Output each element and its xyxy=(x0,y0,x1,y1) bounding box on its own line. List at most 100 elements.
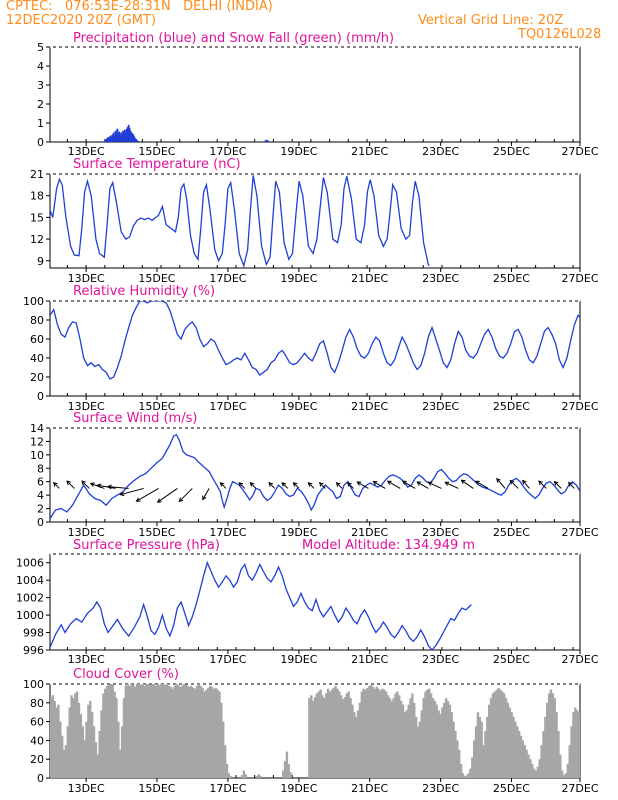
y-tick-label: 100 xyxy=(23,678,44,691)
cloud-bar xyxy=(186,685,189,778)
series-line xyxy=(50,301,580,380)
wind-arrow-head xyxy=(416,481,422,486)
cloud-bar xyxy=(549,689,553,778)
cloud-bar xyxy=(111,684,114,778)
wind-arrow xyxy=(460,479,474,489)
wind-arrow-head xyxy=(96,483,102,489)
precip-bar xyxy=(124,129,126,142)
cloud-bar xyxy=(150,684,154,778)
x-tick-label: 19DEC xyxy=(280,526,317,539)
cloud-bar xyxy=(343,697,347,778)
precip-bar xyxy=(123,132,125,142)
wind-arrow-shaft xyxy=(66,480,75,489)
cloud-bar xyxy=(413,702,416,778)
wind-arrow-head xyxy=(202,495,207,501)
cloud-bar xyxy=(143,685,146,778)
cloud-bar xyxy=(523,745,526,778)
cloud-bar xyxy=(64,745,68,778)
snow-bar xyxy=(227,141,229,142)
cloud-bar xyxy=(218,691,221,778)
panel-title: Relative Humidity (%) xyxy=(73,284,215,299)
cloud-bar xyxy=(51,695,55,778)
y-tick-label: 996 xyxy=(23,644,44,657)
cloud-bar xyxy=(62,749,66,778)
cloud-bar xyxy=(59,721,62,778)
precip-bar xyxy=(109,135,112,142)
panel-frame xyxy=(49,427,581,523)
cloud-bar xyxy=(435,704,438,778)
cloud-bar xyxy=(388,698,392,778)
cloud-bar xyxy=(74,693,77,778)
wind-arrow-head xyxy=(567,482,573,487)
cloud-bar xyxy=(55,707,58,778)
cloud-bar xyxy=(519,735,523,778)
cloud-bar xyxy=(113,691,116,778)
cloud-bar xyxy=(396,691,399,778)
cloud-bar xyxy=(384,691,388,778)
cloud-bar xyxy=(156,684,159,778)
cloud-bar xyxy=(317,691,320,778)
wind-arrow-shaft xyxy=(238,482,246,489)
x-tick-label: 21DEC xyxy=(351,400,388,413)
wind-arrow-head xyxy=(509,479,515,485)
cloud-bar xyxy=(177,684,180,778)
cloud-bar xyxy=(484,731,487,778)
wind-arrow-shaft xyxy=(373,481,386,489)
cloud-bar xyxy=(426,689,429,778)
cloud-bar xyxy=(195,685,199,778)
cloud-bar xyxy=(480,721,483,778)
snow-bar xyxy=(283,141,285,142)
wind-arrow-head xyxy=(292,482,298,487)
cloud-bar xyxy=(373,688,377,778)
x-tick-label: 27DEC xyxy=(561,653,598,666)
y-tick-label: 4 xyxy=(37,60,44,73)
cloud-bar xyxy=(132,684,135,778)
cloud-bar xyxy=(443,702,446,778)
cloud-bar xyxy=(207,687,210,778)
x-tick-label: 17DEC xyxy=(209,272,246,285)
cloud-bar xyxy=(178,686,182,778)
cloud-bar xyxy=(493,691,496,778)
precip-bar xyxy=(117,133,120,142)
wind-arrow-head xyxy=(268,482,274,487)
series-line xyxy=(50,560,472,650)
precip-bar xyxy=(112,132,115,142)
x-tick-label: 23DEC xyxy=(422,526,459,539)
wind-arrow-shaft xyxy=(157,488,178,503)
cloud-bar xyxy=(452,721,455,778)
x-tick-label: 17DEC xyxy=(209,653,246,666)
wind-arrow-head xyxy=(119,491,125,497)
header-code: TQ0126L028 xyxy=(518,27,602,42)
cloud-bar xyxy=(154,685,158,778)
cloud-bar xyxy=(465,775,468,778)
snow-bar xyxy=(255,141,257,142)
wind-arrow xyxy=(249,482,257,489)
cloud-bar xyxy=(255,776,259,778)
cloud-bar xyxy=(216,689,219,778)
cloud-bar xyxy=(135,684,139,778)
panel-3: Relative Humidity (%) 0 20 40 60 80 100 13DEC 15… xyxy=(23,284,599,413)
cloud-bar xyxy=(145,684,148,778)
cloud-bar xyxy=(281,770,285,778)
cloud-bar xyxy=(72,698,75,778)
precip-bar xyxy=(120,132,123,142)
x-tick-label: 17DEC xyxy=(209,400,246,413)
cloud-bar xyxy=(351,704,354,778)
cloud-bar xyxy=(538,759,541,778)
cloud-bar xyxy=(160,684,163,778)
x-tick-label: 21DEC xyxy=(351,526,388,539)
precip-bar xyxy=(129,130,132,142)
cloud-bar xyxy=(399,700,403,778)
cloud-bar xyxy=(100,710,103,778)
cloud-bar xyxy=(371,686,375,778)
x-tick-label: 17DEC xyxy=(209,145,246,158)
header-grid-line: Vertical Grid Line: 20Z xyxy=(418,13,564,28)
y-tick-label: 6 xyxy=(37,476,44,489)
panel-title: Surface Pressure (hPa) xyxy=(73,538,220,553)
precip-bar xyxy=(105,139,108,142)
cloud-bar xyxy=(429,693,433,778)
cloud-bar xyxy=(463,776,467,778)
cloud-bar xyxy=(487,704,491,778)
cloud-bar xyxy=(190,685,193,778)
